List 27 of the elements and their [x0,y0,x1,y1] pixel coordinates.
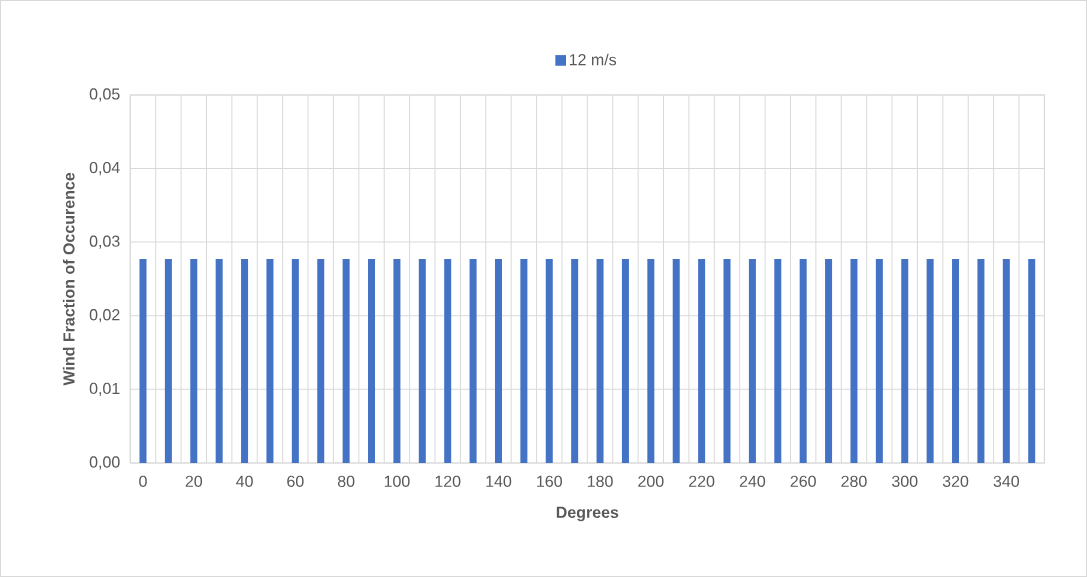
y-tick-label: 0,02 [89,309,120,323]
x-tick-label: 320 [942,475,969,487]
x-tick-label: 120 [435,475,461,487]
y-tick-label: 0,03 [89,235,120,249]
x-tick-label: 180 [587,475,613,487]
x-tick-label: 220 [689,475,715,487]
x-tick-label: 160 [537,475,562,487]
x-tick-label: 340 [993,475,1020,487]
x-tick-label: 200 [638,475,664,487]
x-tick-label: 20 [185,475,203,487]
y-tick-label: 0,01 [89,382,120,396]
x-tick-label: 100 [384,475,410,487]
x-axis-title: Degrees [556,506,619,522]
x-tick-label: 0 [139,475,147,487]
x-tick-label: 40 [236,475,253,487]
x-tick-label: 60 [287,475,304,487]
legend-label: 12 m/s [569,53,617,66]
y-axis-title: Wind Fraction of Occurence [62,172,75,386]
y-tick-label: 0,05 [89,88,120,102]
y-tick-label: 0,00 [89,456,120,470]
x-tick-label: 140 [486,475,512,487]
x-tick-label: 260 [790,475,816,487]
x-tick-label: 80 [337,475,355,487]
x-tick-label: 300 [892,475,918,487]
x-tick-label: 280 [841,475,867,487]
y-tick-label: 0,04 [89,161,120,176]
x-tick-label: 240 [739,475,766,487]
